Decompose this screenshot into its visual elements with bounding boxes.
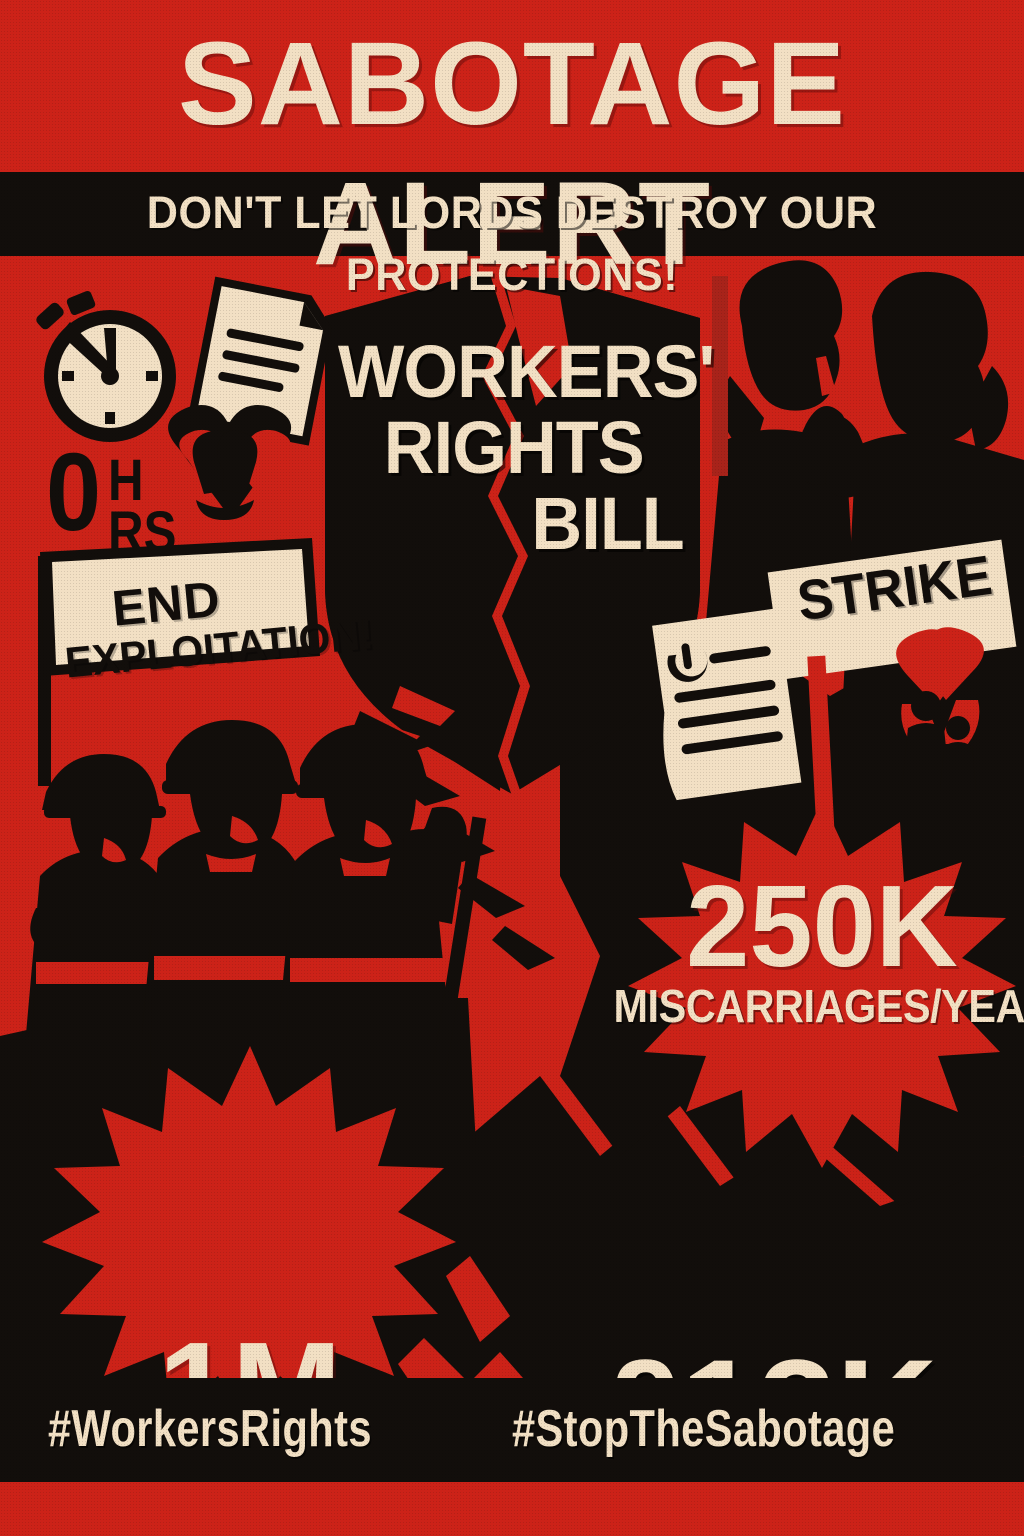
poster-artwork (0, 256, 1024, 1378)
header-red-band (0, 0, 1024, 172)
page-title: SABOTAGE ALERT (178, 18, 846, 290)
footer-black-band (0, 1378, 1024, 1482)
hashtag-stop-the-sabotage: #StopTheSabotage (512, 1400, 896, 1458)
hashtag-workers-rights: #WorkersRights (48, 1400, 372, 1458)
footer-red-band (0, 1482, 1024, 1536)
header-black-band (0, 172, 1024, 256)
page-subtitle: DON'T LET LORDS DESTROY OUR PROTECTIONS! (146, 187, 878, 300)
